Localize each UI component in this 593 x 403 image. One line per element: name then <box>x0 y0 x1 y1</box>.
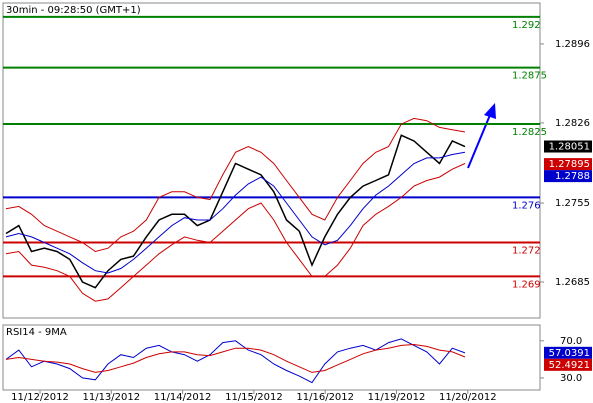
level-label: 1.269 <box>512 279 541 290</box>
price-badge-label: 57.0391 <box>549 348 590 359</box>
y-tick-label: 1.2896 <box>555 39 590 50</box>
y-tick-label: 1.2685 <box>555 277 590 288</box>
price-badge-label: 1.27895 <box>549 159 590 170</box>
series-line <box>5 163 466 302</box>
x-tick-label: 11/14/2012 <box>154 392 212 403</box>
price-badge <box>544 358 592 371</box>
series-line <box>5 117 466 253</box>
y-tick-label: 30.0 <box>560 373 582 384</box>
series-line <box>5 338 466 384</box>
price-badge <box>544 170 592 183</box>
price-badge-label: 1.2788 <box>555 171 590 182</box>
series-line <box>5 134 466 289</box>
x-tick-label: 11/20/2012 <box>439 392 497 403</box>
level-label: 1.2825 <box>512 127 547 138</box>
x-tick-label: 11/19/2012 <box>368 392 426 403</box>
chart-title: 30min - 09:28:50 (GMT+1) <box>6 5 141 16</box>
y-tick-label: 70.0 <box>560 336 582 347</box>
price-badge <box>544 346 592 359</box>
price-badge-label: 52.4921 <box>549 360 590 371</box>
rsi-title: RSI14 - 9MA <box>6 327 67 338</box>
price-badge <box>544 140 592 153</box>
level-label: 1.272 <box>512 246 541 257</box>
level-label: 1.292 <box>512 20 541 31</box>
x-tick-label: 11/16/2012 <box>296 392 354 403</box>
series-line <box>5 151 466 274</box>
price-badge <box>544 158 592 171</box>
main-panel <box>2 2 541 319</box>
level-label: 1.2875 <box>512 71 547 82</box>
level-label: 1.276 <box>512 200 541 211</box>
x-tick-label: 11/13/2012 <box>82 392 140 403</box>
price-badge-label: 1.28051 <box>549 142 590 153</box>
x-tick-label: 11/12/2012 <box>11 392 69 403</box>
series-line <box>5 343 466 373</box>
rsi-panel <box>2 324 541 391</box>
y-tick-label: 1.2826 <box>555 118 590 129</box>
y-tick-label: 1.2755 <box>555 198 590 209</box>
x-tick-label: 11/15/2012 <box>225 392 283 403</box>
